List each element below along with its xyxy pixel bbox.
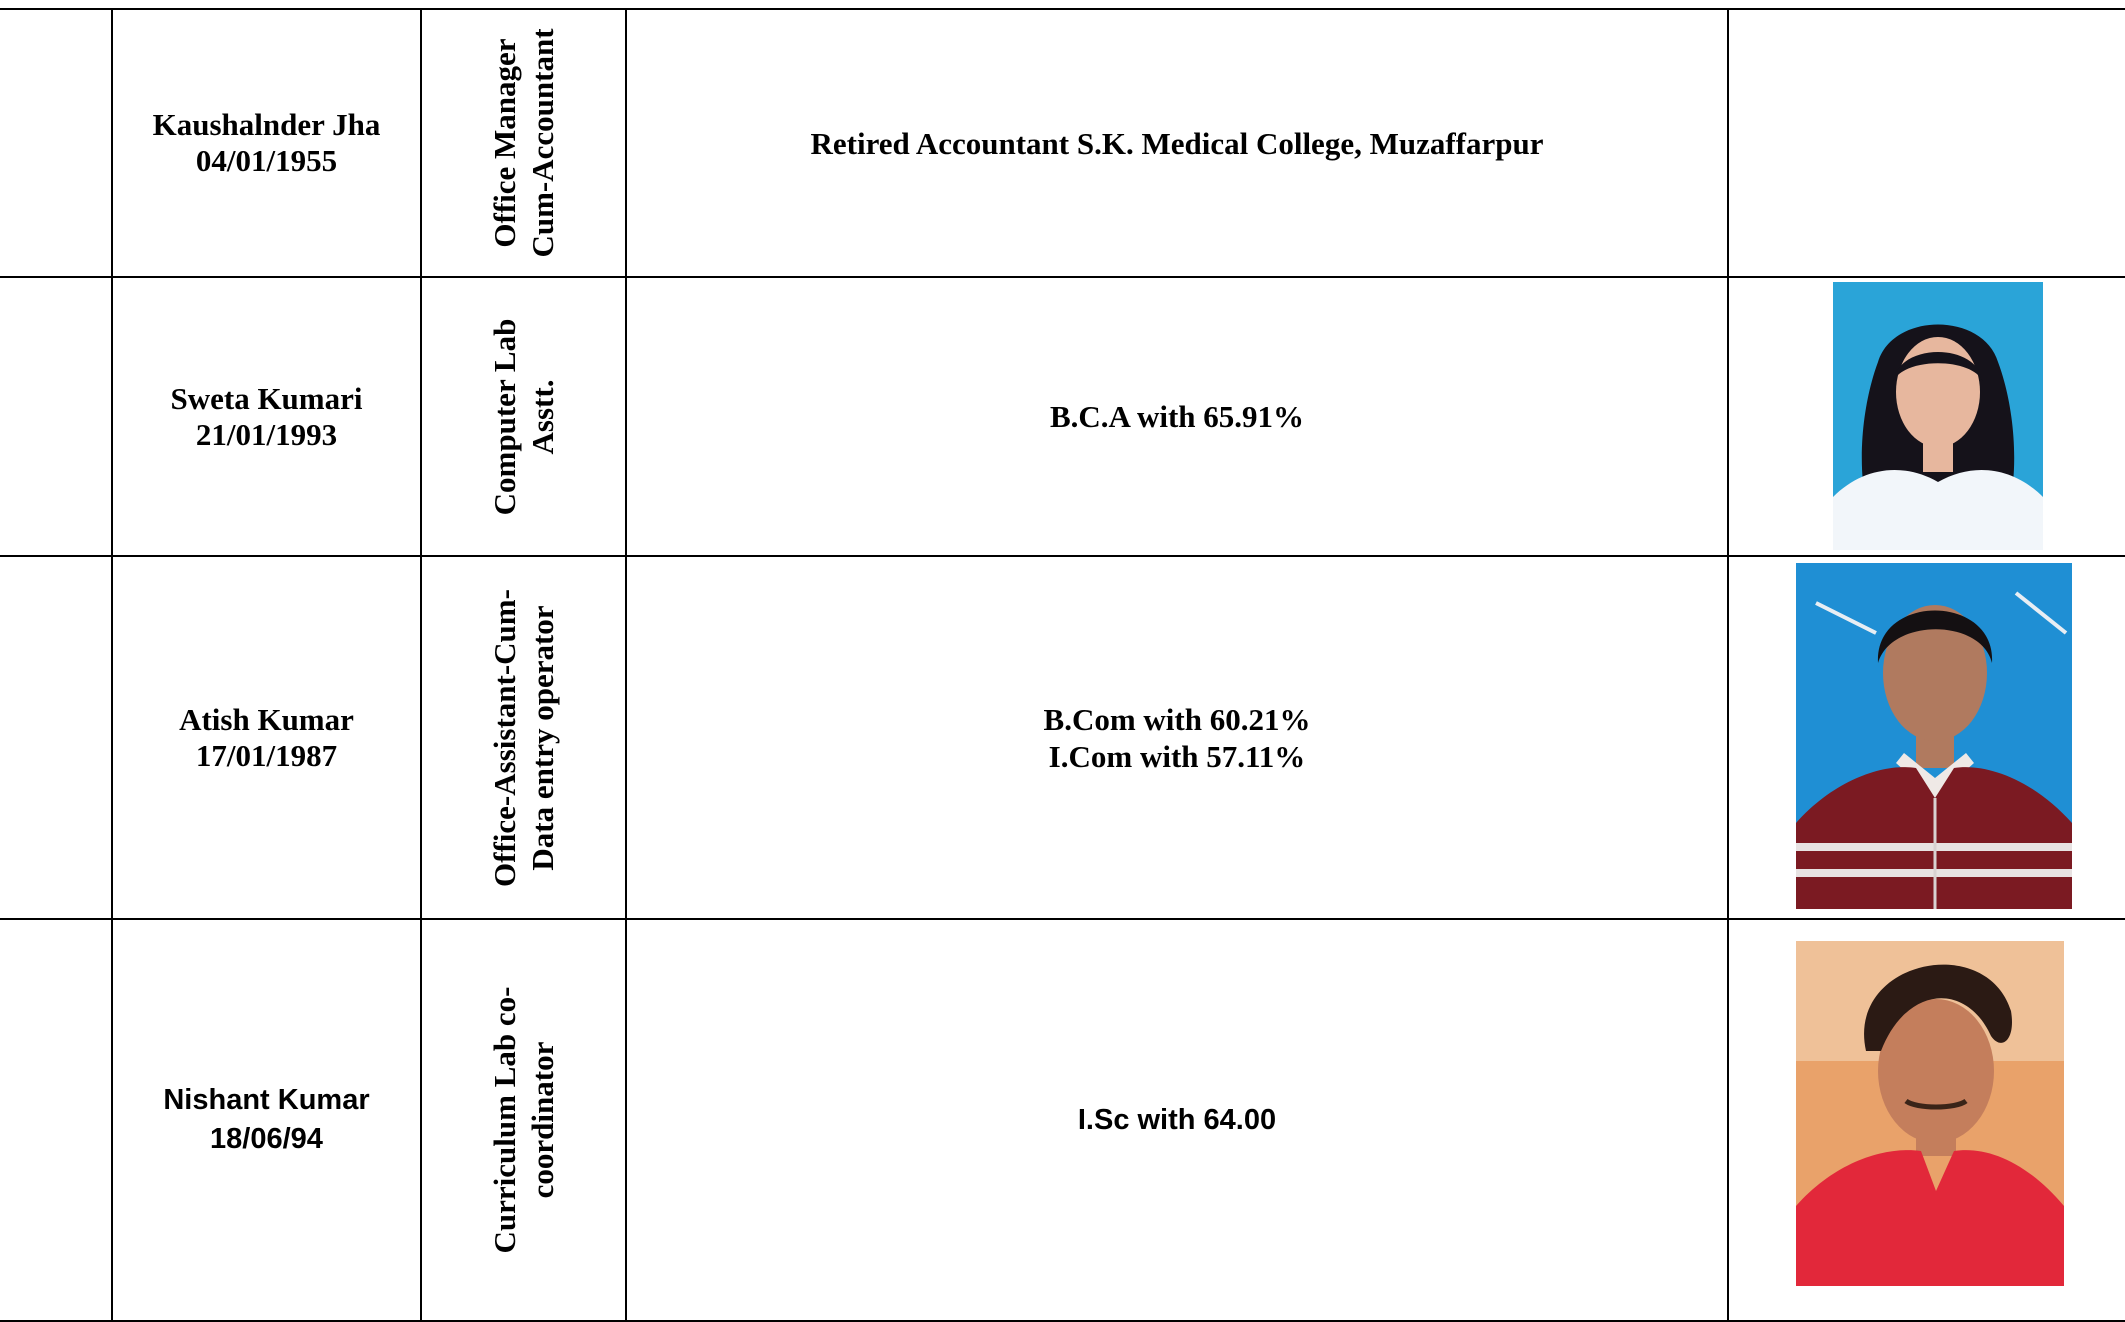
staff-dob: 04/01/1955 <box>195 143 338 178</box>
staff-designation: Computer Lab Asstt. <box>486 318 560 515</box>
staff-table: Kaushalnder Jha 04/01/1955 Office Manage… <box>0 8 2125 1322</box>
staff-dob: 18/06/94 <box>210 1123 323 1155</box>
designation-cell: Computer Lab Asstt. <box>420 276 627 557</box>
portrait-image <box>1796 941 2064 1286</box>
staff-name: Atish Kumar <box>179 701 354 737</box>
table-row: Nishant Kumar 18/06/94 Curriculum Lab co… <box>0 918 2125 1322</box>
designation-cell: Curriculum Lab co- coordinator <box>420 918 627 1322</box>
qualification-cell: I.Sc with 64.00 <box>625 918 1729 1322</box>
photo-cell <box>1727 8 2125 278</box>
name-cell: Nishant Kumar 18/06/94 <box>111 918 422 1322</box>
staff-designation: Office-Assistant-Cum- Data entry operato… <box>486 588 560 887</box>
serial-cell <box>0 918 113 1322</box>
qualification-cell: B.Com with 60.21% I.Com with 57.11% <box>625 555 1729 920</box>
staff-qualification: Retired Accountant S.K. Medical College,… <box>810 125 1544 161</box>
qualification-cell: B.C.A with 65.91% <box>625 276 1729 557</box>
staff-name: Nishant Kumar <box>163 1084 370 1116</box>
staff-qualification: B.Com with 60.21% I.Com with 57.11% <box>1043 701 1311 774</box>
table-row: Kaushalnder Jha 04/01/1955 Office Manage… <box>0 8 2125 278</box>
staff-photo <box>1796 563 2072 909</box>
staff-photo <box>1833 282 2043 550</box>
portrait-image <box>1796 563 2072 909</box>
staff-dob: 21/01/1993 <box>195 416 338 452</box>
table-row: Atish Kumar 17/01/1987 Office-Assistant-… <box>0 555 2125 920</box>
staff-designation: Curriculum Lab co- coordinator <box>486 986 560 1254</box>
designation-cell: Office Manager Cum-Accountant <box>420 8 627 278</box>
name-cell: Sweta Kumari 21/01/1993 <box>111 276 422 557</box>
serial-cell <box>0 276 113 557</box>
serial-cell <box>0 555 113 920</box>
name-cell: Atish Kumar 17/01/1987 <box>111 555 422 920</box>
table-row: Sweta Kumari 21/01/1993 Computer Lab Ass… <box>0 276 2125 557</box>
staff-qualification: B.C.A with 65.91% <box>1049 399 1305 434</box>
qualification-cell: Retired Accountant S.K. Medical College,… <box>625 8 1729 278</box>
staff-name: Sweta Kumari <box>170 380 363 416</box>
staff-dob: 17/01/1987 <box>195 737 338 773</box>
staff-qualification: I.Sc with 64.00 <box>1077 1103 1277 1136</box>
portrait-image <box>1833 282 2043 550</box>
staff-photo <box>1796 941 2064 1286</box>
photo-cell <box>1727 555 2125 920</box>
serial-cell <box>0 8 113 278</box>
photo-cell <box>1727 276 2125 557</box>
name-cell: Kaushalnder Jha 04/01/1955 <box>111 8 422 278</box>
photo-cell <box>1727 918 2125 1322</box>
designation-cell: Office-Assistant-Cum- Data entry operato… <box>420 555 627 920</box>
staff-name: Kaushalnder Jha <box>152 107 381 142</box>
